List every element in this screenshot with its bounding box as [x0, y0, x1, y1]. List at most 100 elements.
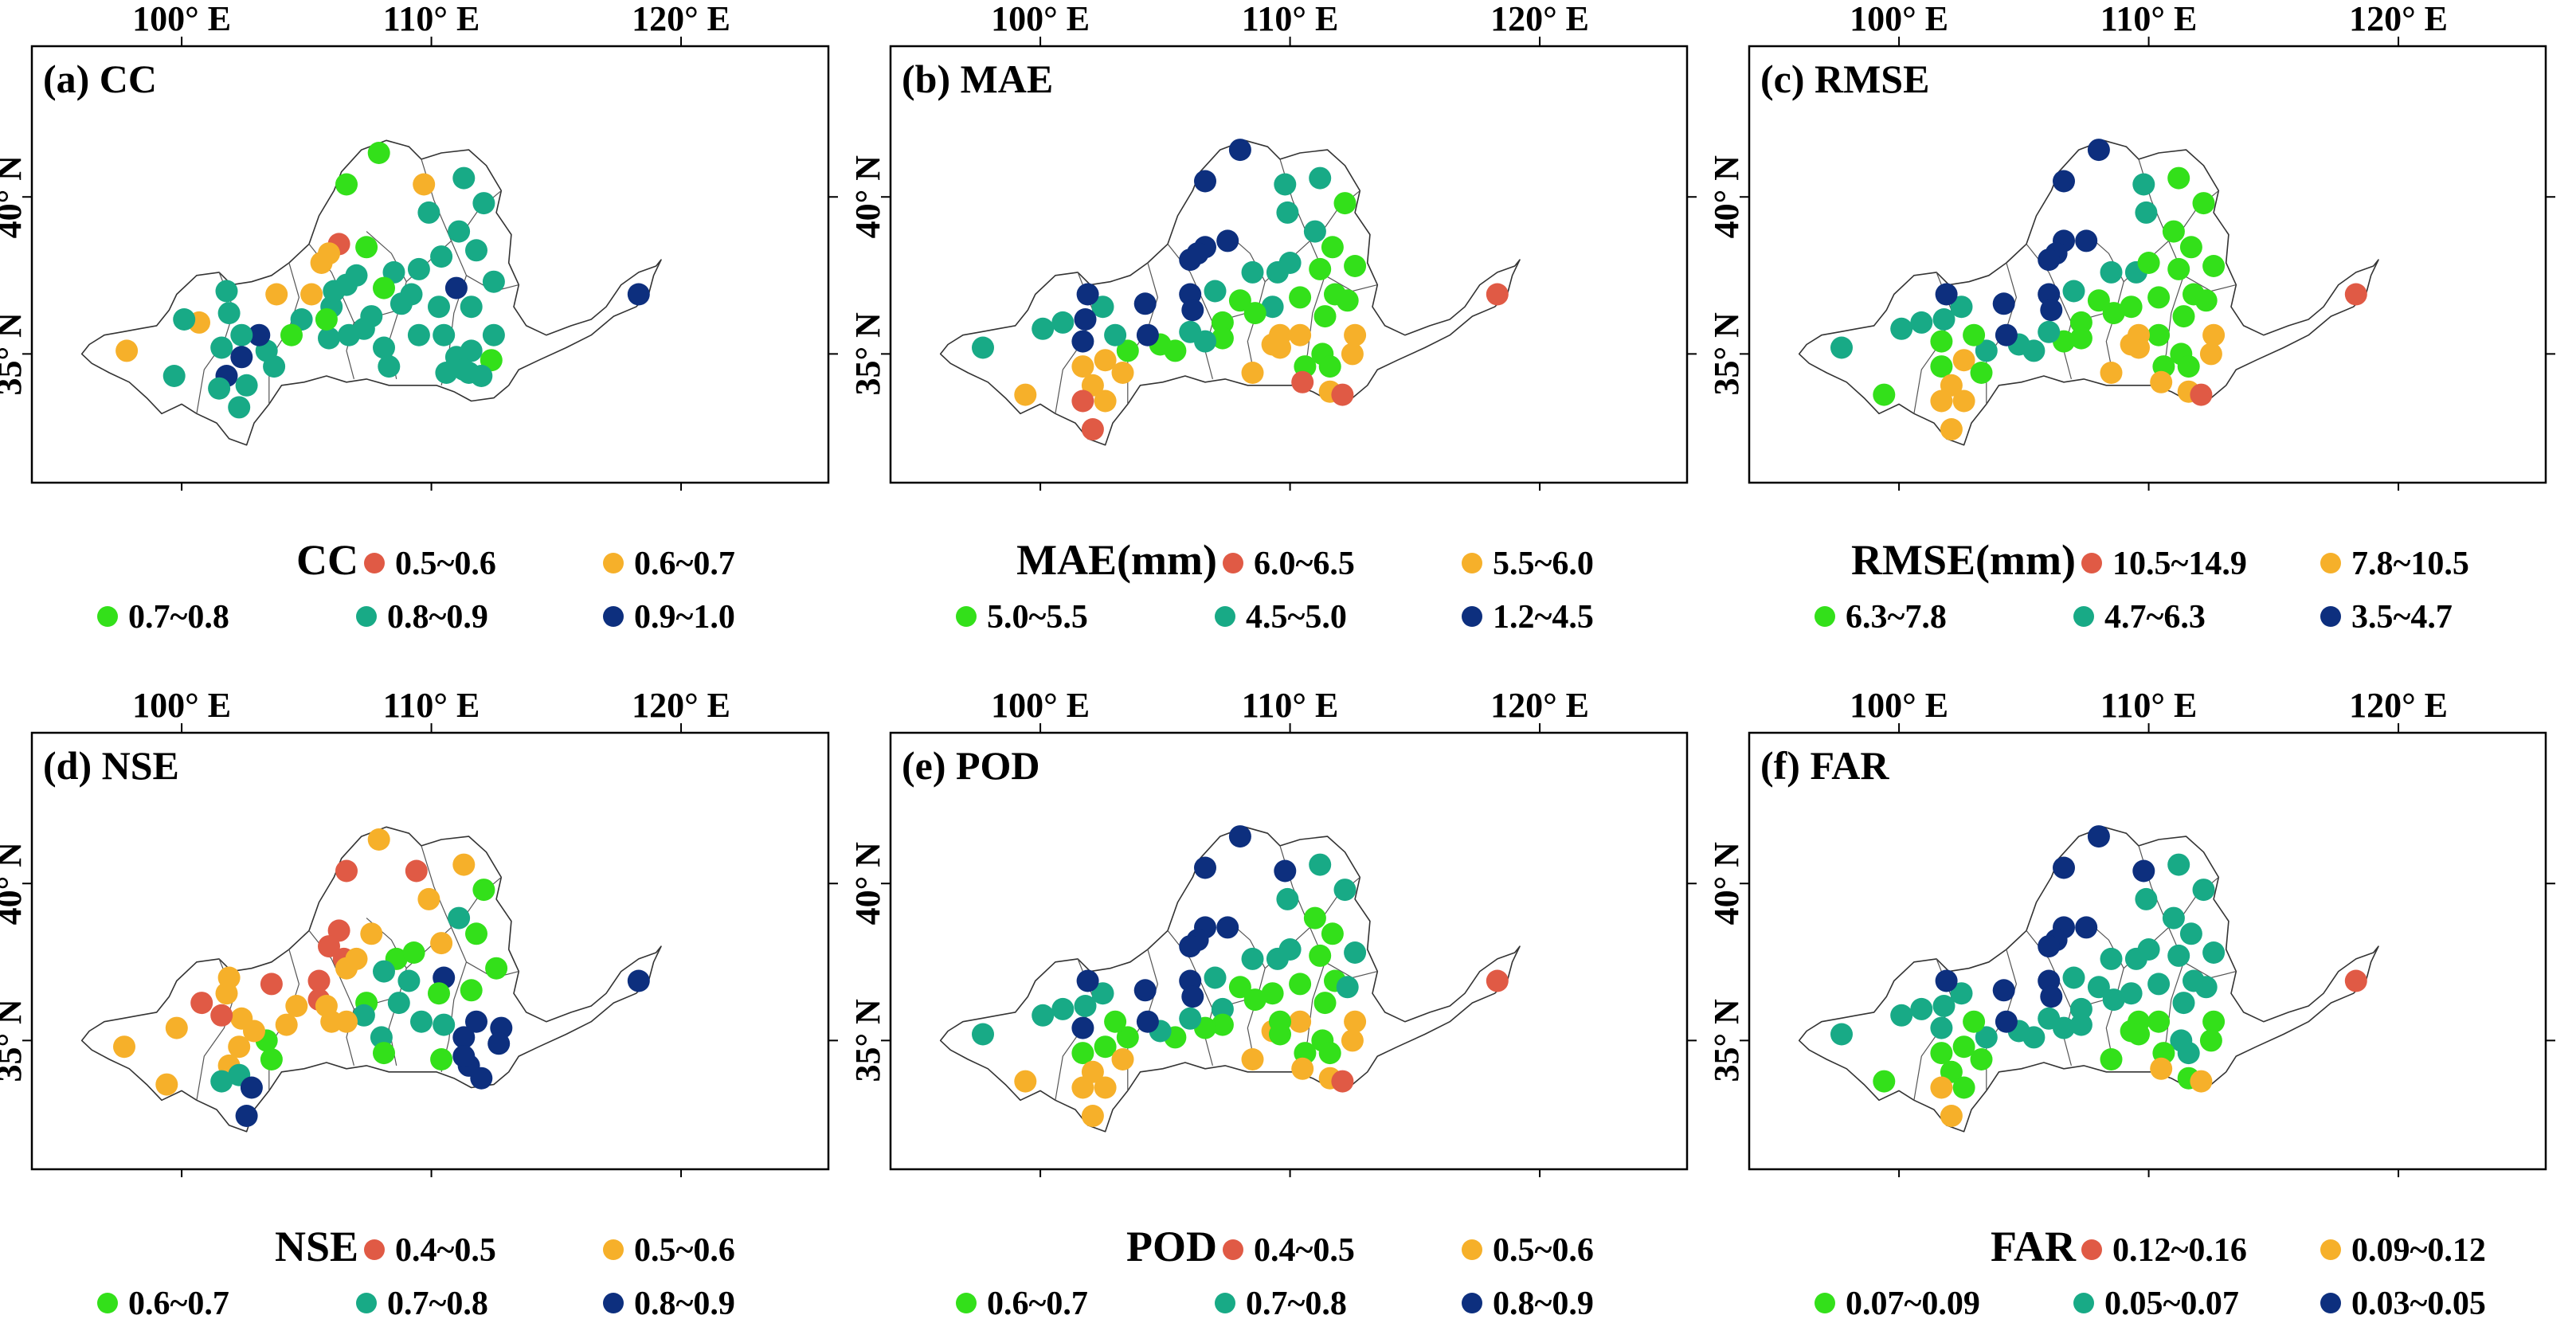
- station-point: [2100, 1048, 2123, 1070]
- station-point: [1940, 1105, 1963, 1127]
- station-point: [210, 1004, 233, 1027]
- station-point: [1321, 922, 1344, 945]
- station-point: [2150, 370, 2173, 393]
- station-point: [2120, 982, 2143, 1005]
- station-point: [2135, 201, 2158, 224]
- station-point: [1930, 389, 1953, 413]
- station-point: [2102, 988, 2125, 1012]
- station-point: [335, 173, 358, 196]
- legend-marker: [1223, 553, 1243, 573]
- station-point: [1940, 418, 1963, 440]
- station-point: [2053, 170, 2075, 193]
- station-point: [1930, 1016, 1953, 1039]
- station-point: [367, 828, 390, 851]
- station-point: [275, 1013, 298, 1036]
- station-point: [1274, 173, 1297, 196]
- station-point: [430, 245, 453, 268]
- station-point: [1486, 969, 1509, 992]
- station-point: [410, 1010, 433, 1033]
- station-point: [1341, 342, 1364, 366]
- station-point: [285, 995, 308, 1017]
- station-point: [1975, 339, 1998, 362]
- station-point: [1321, 236, 1344, 259]
- station-point: [487, 1032, 511, 1055]
- station-point: [2179, 922, 2202, 945]
- station-point: [1014, 1070, 1037, 1093]
- station-point: [1930, 1042, 1953, 1065]
- station-point: [1873, 383, 1896, 406]
- lon-label: 120° E: [2349, 0, 2448, 38]
- station-point: [367, 142, 390, 164]
- station-point: [2087, 825, 2110, 848]
- legend-label: 0.6~0.7: [128, 1286, 229, 1319]
- station-point: [190, 992, 213, 1015]
- legend-label: 0.05~0.07: [2104, 1286, 2239, 1319]
- station-point: [2120, 296, 2143, 319]
- station-point: [1289, 286, 1312, 309]
- station-point: [2087, 139, 2110, 162]
- station-point: [210, 1070, 233, 1093]
- lat-label: 40° N: [848, 155, 887, 239]
- station-point: [2128, 336, 2150, 359]
- station-point: [417, 887, 440, 910]
- station-point: [265, 283, 288, 306]
- station-point: [2132, 173, 2155, 196]
- station-point: [1111, 362, 1134, 384]
- station-point: [407, 257, 430, 280]
- legend-marker: [1223, 1239, 1243, 1260]
- station-point: [1309, 257, 1332, 280]
- legend-label: 1.2~4.5: [1493, 599, 1594, 636]
- station-point: [1289, 323, 1312, 346]
- legend-marker: [97, 1293, 118, 1313]
- station-point: [1136, 1010, 1159, 1033]
- station-point: [1104, 323, 1127, 346]
- lon-label: 120° E: [2349, 686, 2448, 725]
- station-point: [1116, 339, 1139, 362]
- station-point: [485, 957, 508, 980]
- panel-title: (b) MAE: [902, 57, 1053, 101]
- station-point: [215, 982, 238, 1005]
- station-point: [1241, 947, 1264, 970]
- station-point: [2172, 305, 2195, 328]
- station-point: [1071, 355, 1094, 378]
- lat-label: 35° N: [0, 312, 29, 396]
- station-point: [470, 365, 493, 387]
- station-point: [430, 1048, 453, 1070]
- station-point: [2167, 257, 2190, 280]
- legend-label: 5.5~6.0: [1493, 546, 1594, 582]
- station-point: [1216, 229, 1239, 252]
- lon-label: 110° E: [2100, 0, 2198, 38]
- station-point: [2202, 941, 2226, 964]
- station-point: [1344, 941, 1367, 964]
- lon-label: 120° E: [632, 686, 730, 725]
- panel-title: (d) NSE: [43, 743, 179, 788]
- lat-label: 35° N: [848, 312, 887, 396]
- lon-label: 110° E: [2100, 686, 2198, 725]
- station-point: [345, 947, 368, 970]
- legend-marker: [2081, 553, 2102, 573]
- map-panel-2: 100° E 110° E 120° E 40° N 35° N (b) MAE MAE(m…: [848, 0, 1697, 636]
- station-point: [360, 922, 383, 945]
- station-point: [373, 336, 395, 359]
- station-point: [2172, 992, 2195, 1015]
- legend-label: 0.8~0.9: [387, 599, 488, 636]
- station-point: [315, 995, 338, 1017]
- station-point: [318, 327, 340, 350]
- station-point: [1995, 1010, 2018, 1033]
- station-point: [1873, 1070, 1896, 1093]
- legend-marker: [1462, 1293, 1482, 1313]
- station-point: [1241, 260, 1264, 284]
- station-point: [2069, 311, 2093, 334]
- sub-basin-boundary: [2083, 918, 2124, 1067]
- station-point: [482, 270, 505, 293]
- station-point: [310, 252, 333, 274]
- station-point: [2135, 887, 2158, 910]
- station-point: [1081, 418, 1104, 440]
- station-point: [472, 879, 495, 902]
- station-point: [1930, 1076, 1953, 1099]
- station-point: [2087, 976, 2110, 999]
- station-point: [307, 969, 331, 992]
- map-panel-1: 100° E 110° E 120° E 40° N 35° N (a) CC CC 0.5~…: [0, 0, 838, 636]
- station-point: [1211, 311, 1234, 334]
- station-point: [2162, 220, 2185, 243]
